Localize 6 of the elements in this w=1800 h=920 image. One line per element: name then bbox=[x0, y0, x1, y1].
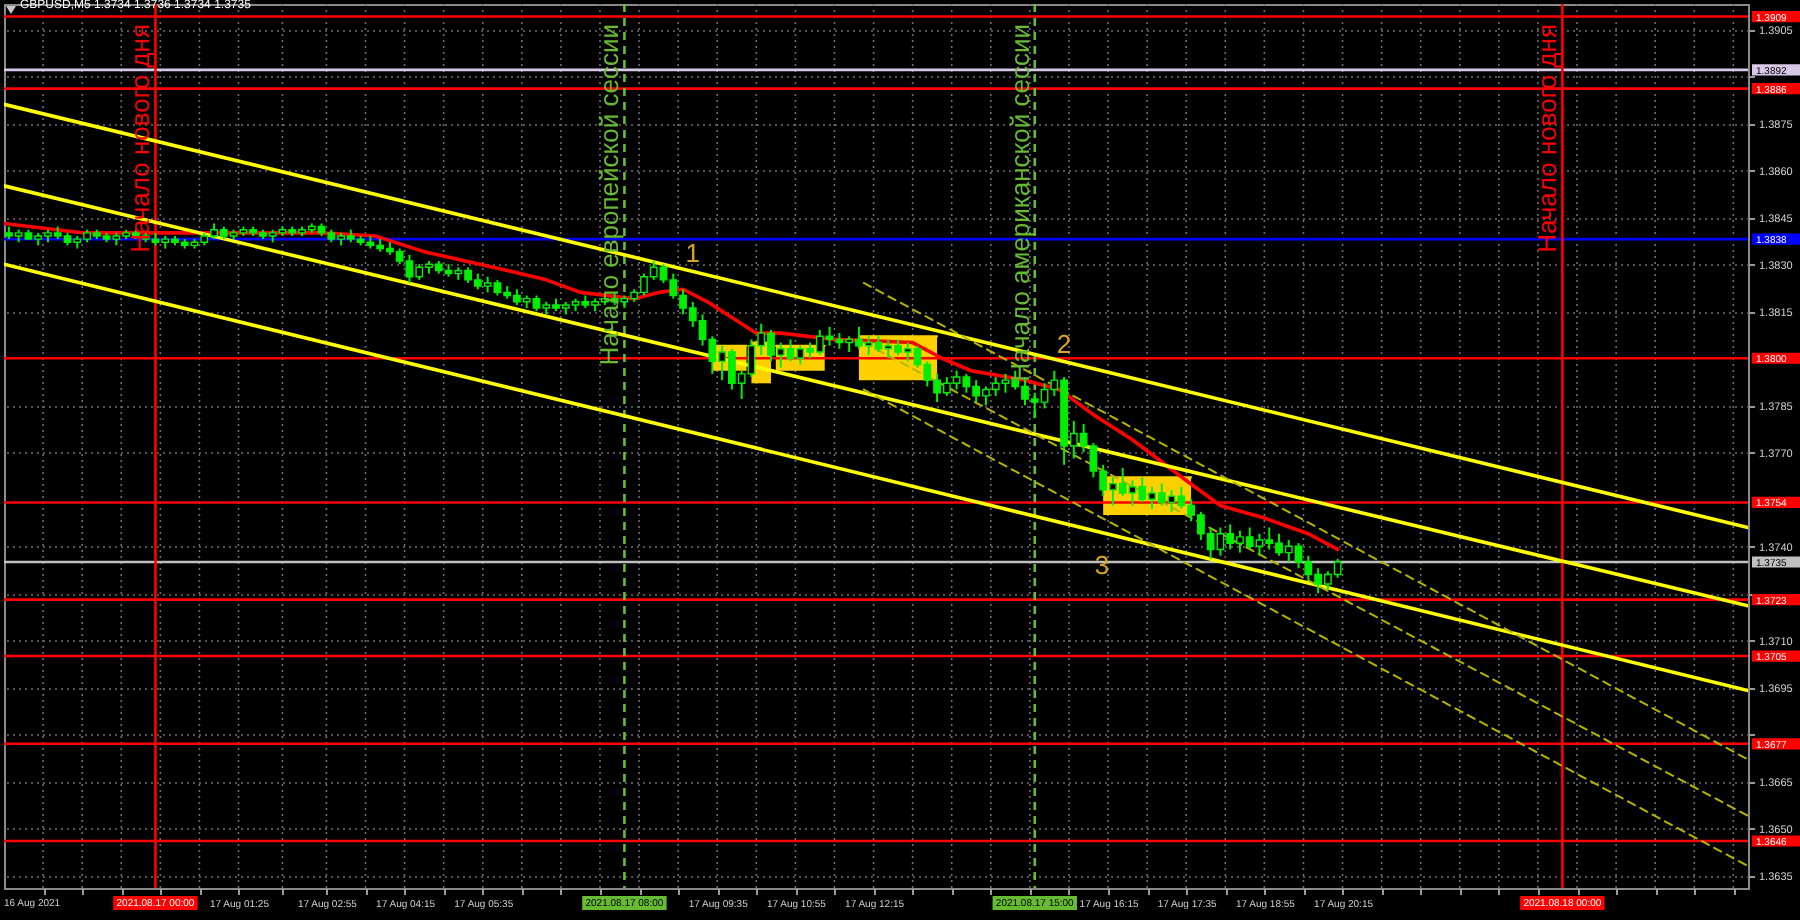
ref-line-label: Начало нового дня bbox=[125, 24, 156, 253]
ref-line-label: Начало европейской сессии bbox=[594, 24, 625, 366]
ref-line-label: Начало американской сессии bbox=[1004, 24, 1035, 382]
annotation: 1 bbox=[685, 238, 701, 269]
ref-line-label: Начало нового дня bbox=[1532, 24, 1563, 253]
annotation: 2 bbox=[1056, 329, 1072, 360]
